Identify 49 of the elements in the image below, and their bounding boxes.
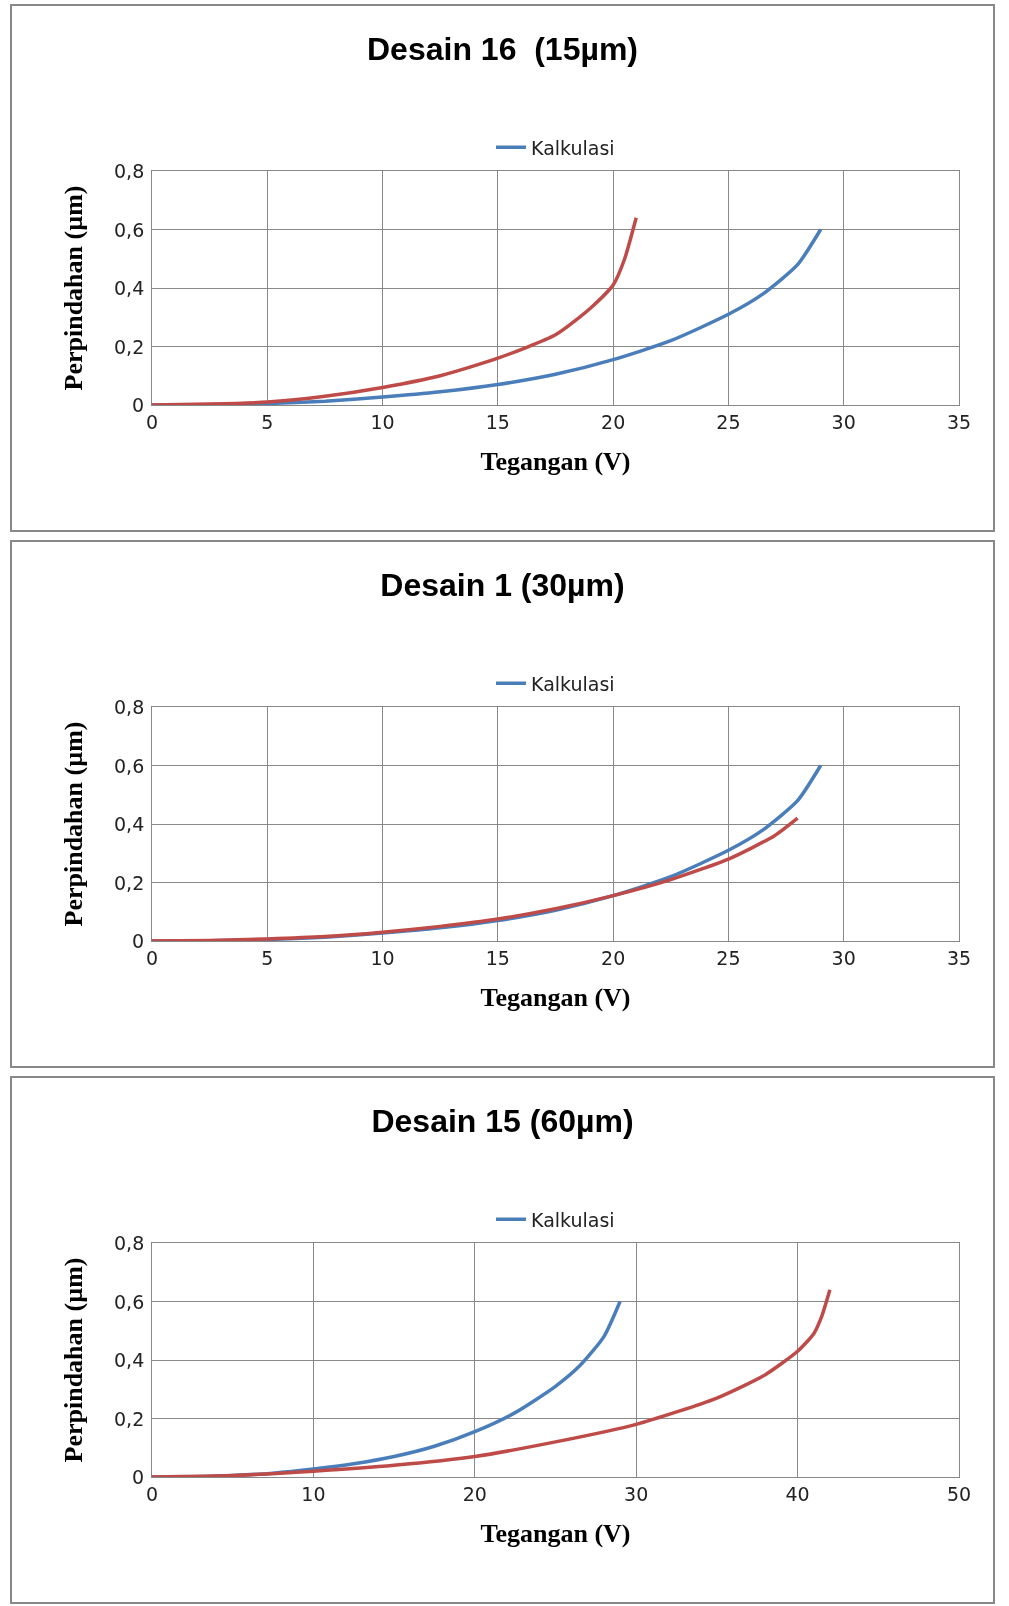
x-tick-label: 25 — [716, 410, 741, 433]
y-tick-label: 0,8 — [114, 160, 145, 182]
x-tick-label: 10 — [301, 1482, 326, 1505]
y-tick-label: 0,8 — [114, 696, 145, 718]
x-tick-label: 50 — [946, 1482, 972, 1505]
legend-label: Kalkulasi — [531, 672, 615, 695]
y-tick-label: 0 — [132, 930, 145, 952]
x-tick-label: 20 — [462, 1482, 487, 1505]
legend-label: Kalkulasi — [531, 1208, 615, 1231]
y-tick-label: 0,2 — [114, 336, 145, 358]
x-tick-label: 35 — [946, 410, 972, 433]
x-axis-title: Tegangan (V) — [480, 447, 631, 477]
x-tick-label: 25 — [716, 946, 741, 969]
y-tick-label: 0,2 — [114, 1408, 145, 1430]
line-series — [152, 216, 638, 405]
x-tick-label: 35 — [946, 946, 972, 969]
x-tick-label: 30 — [831, 410, 856, 433]
y-tick-label: 0,4 — [114, 1349, 145, 1371]
x-axis-title: Tegangan (V) — [480, 983, 631, 1013]
y-axis-title: Perpindahan (µm) — [59, 721, 89, 927]
line-series — [152, 816, 800, 941]
x-tick-label: 30 — [831, 946, 856, 969]
x-tick-label: 20 — [601, 946, 626, 969]
y-tick-label: 0 — [132, 1466, 145, 1488]
x-tick-label: 40 — [785, 1482, 810, 1505]
x-tick-label: 5 — [261, 946, 274, 969]
chart-title: Desain 1 (30µm) — [380, 566, 625, 603]
y-tick-label: 0,6 — [114, 1291, 145, 1313]
y-axis-title: Perpindahan (µm) — [59, 185, 89, 391]
x-axis-title: Tegangan (V) — [480, 1519, 631, 1549]
x-tick-label: 15 — [485, 946, 510, 969]
y-axis-title: Perpindahan (µm) — [59, 1257, 89, 1463]
y-tick-label: 0,6 — [114, 219, 145, 241]
x-tick-label: 15 — [485, 410, 510, 433]
y-tick-label: 0,4 — [114, 277, 145, 299]
x-tick-label: 30 — [624, 1482, 649, 1505]
chart-title: Desain 15 (60µm) — [371, 1102, 634, 1139]
y-tick-label: 0,8 — [114, 1232, 145, 1254]
y-tick-label: 0,4 — [114, 813, 145, 835]
x-tick-label: 20 — [601, 410, 626, 433]
chart-title: Desain 16 (15µm) — [367, 30, 638, 67]
y-tick-label: 0,6 — [114, 755, 145, 777]
x-tick-label: 5 — [261, 410, 274, 433]
x-tick-label: 10 — [370, 946, 395, 969]
y-tick-label: 0,2 — [114, 872, 145, 894]
x-tick-label: 10 — [370, 410, 395, 433]
y-tick-label: 0 — [132, 394, 145, 416]
legend-label: Kalkulasi — [531, 136, 615, 159]
line-series — [152, 1288, 832, 1477]
